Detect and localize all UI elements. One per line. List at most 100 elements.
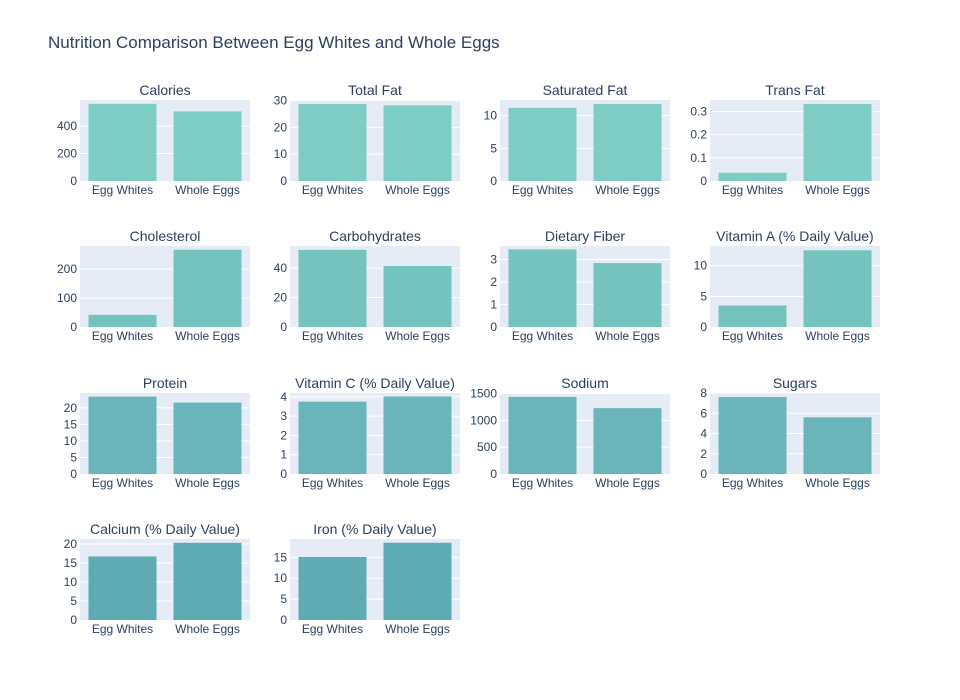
bar [298, 401, 367, 474]
x-tick-label: Egg Whites [92, 622, 153, 636]
y-tick-label: 100 [57, 291, 77, 305]
x-tick-label: Egg Whites [302, 183, 363, 197]
y-tick-label: 10 [694, 259, 708, 273]
x-tick-label: Egg Whites [92, 183, 153, 197]
x-tick-label: Egg Whites [302, 476, 363, 490]
subplot-title: Sodium [561, 375, 608, 391]
y-tick-label: 0 [700, 467, 707, 481]
y-tick-label: 0.3 [690, 105, 707, 119]
subplot-vitamin-a-daily-value: 0 5 10 Egg Whites Whole Eggs Vitamin A (% Dai… [694, 228, 880, 343]
y-tick-label: 4 [280, 390, 287, 404]
subplot-title: Protein [143, 375, 187, 391]
bar [88, 556, 157, 620]
y-tick-label: 20 [274, 120, 288, 134]
y-tick-label: 400 [57, 119, 77, 133]
y-tick-label: 20 [274, 291, 288, 305]
y-tick-label: 20 [64, 537, 78, 551]
subplot-title: Cholesterol [130, 228, 201, 244]
subplot-title: Trans Fat [765, 82, 824, 98]
subplot-calcium-daily-value: 0 5 10 15 20 Egg Whites Whole Eggs Calcium (% D… [64, 521, 250, 636]
x-tick-label: Whole Eggs [805, 183, 870, 197]
x-tick-label: Egg Whites [722, 329, 783, 343]
bar [718, 305, 787, 327]
y-tick-label: 0 [700, 320, 707, 334]
x-tick-label: Whole Eggs [385, 329, 450, 343]
y-tick-label: 500 [477, 440, 497, 454]
y-tick-label: 3 [490, 253, 497, 267]
y-tick-label: 0 [70, 467, 77, 481]
bar [88, 314, 157, 327]
subplot-title: Dietary Fiber [545, 228, 625, 244]
subplot-dietary-fiber: 0 1 2 3 Egg Whites Whole Eggs Dietary Fiber [490, 228, 670, 343]
bar [298, 104, 367, 181]
y-tick-label: 0 [490, 320, 497, 334]
y-tick-label: 2 [700, 447, 707, 461]
x-tick-label: Whole Eggs [595, 476, 660, 490]
bar [593, 103, 662, 181]
subplot-protein: 0 5 10 15 20 Egg Whites Whole Eggs Protein [64, 375, 250, 490]
bar [173, 542, 242, 620]
y-tick-label: 8 [700, 386, 707, 400]
bar [298, 249, 367, 327]
y-tick-label: 0 [490, 174, 497, 188]
subplot-calories: 0 200 400 Egg Whites Whole Eggs Calories [57, 82, 250, 197]
y-tick-label: 40 [274, 261, 288, 275]
x-tick-label: Egg Whites [92, 329, 153, 343]
y-tick-label: 200 [57, 147, 77, 161]
y-tick-label: 0.1 [690, 151, 707, 165]
x-tick-label: Egg Whites [302, 329, 363, 343]
subplot-title: Total Fat [348, 82, 402, 98]
y-tick-label: 0 [280, 320, 287, 334]
subplot-title: Iron (% Daily Value) [313, 521, 436, 537]
bar [88, 103, 157, 181]
subplot-title: Calories [139, 82, 190, 98]
y-tick-label: 0 [280, 174, 287, 188]
bar [508, 396, 577, 474]
bar [383, 396, 452, 474]
subplot-cholesterol: 0 100 200 Egg Whites Whole Eggs Cholesterol [57, 228, 250, 343]
subplot-vitamin-c-daily-value: 0 1 2 3 4 Egg Whites Whole Eggs Vitamin C (% Da… [280, 375, 460, 490]
y-tick-label: 15 [64, 417, 78, 431]
x-tick-label: Egg Whites [512, 476, 573, 490]
bar [593, 263, 662, 327]
y-tick-label: 2 [490, 275, 497, 289]
y-tick-label: 0 [70, 174, 77, 188]
x-tick-label: Egg Whites [722, 183, 783, 197]
y-tick-label: 10 [64, 575, 78, 589]
x-tick-label: Whole Eggs [175, 329, 240, 343]
y-tick-label: 30 [274, 94, 288, 108]
y-tick-label: 5 [700, 289, 707, 303]
y-tick-label: 10 [484, 109, 498, 123]
x-tick-label: Whole Eggs [805, 329, 870, 343]
x-tick-label: Whole Eggs [595, 183, 660, 197]
y-tick-label: 0.2 [690, 128, 707, 142]
x-tick-label: Whole Eggs [385, 183, 450, 197]
y-tick-label: 20 [64, 401, 78, 415]
x-tick-label: Whole Eggs [175, 476, 240, 490]
y-tick-label: 1500 [470, 387, 497, 401]
bar [508, 107, 577, 181]
subplot-sodium: 0 500 1000 1500 Egg Whites Whole Eggs Sodium [470, 375, 670, 490]
y-tick-label: 0 [70, 320, 77, 334]
y-tick-label: 1 [490, 298, 497, 312]
y-tick-label: 3 [280, 409, 287, 423]
y-tick-label: 5 [490, 141, 497, 155]
bar [173, 111, 242, 181]
bar [803, 103, 872, 181]
y-tick-label: 10 [274, 571, 288, 585]
bar [383, 542, 452, 620]
x-tick-label: Whole Eggs [385, 622, 450, 636]
subplot-iron-daily-value: 0 5 10 15 Egg Whites Whole Eggs Iron (% Daily … [274, 521, 460, 636]
subplot-title: Vitamin C (% Daily Value) [295, 375, 455, 391]
subplot-carbohydrates: 0 20 40 Egg Whites Whole Eggs Carbohydrates [274, 228, 460, 343]
y-tick-label: 5 [280, 592, 287, 606]
x-tick-label: Egg Whites [722, 476, 783, 490]
y-tick-label: 5 [70, 450, 77, 464]
x-tick-label: Whole Eggs [385, 476, 450, 490]
x-tick-label: Egg Whites [92, 476, 153, 490]
bar [593, 408, 662, 474]
y-tick-label: 1000 [470, 413, 497, 427]
y-tick-label: 5 [70, 594, 77, 608]
subplot-title: Calcium (% Daily Value) [90, 521, 240, 537]
